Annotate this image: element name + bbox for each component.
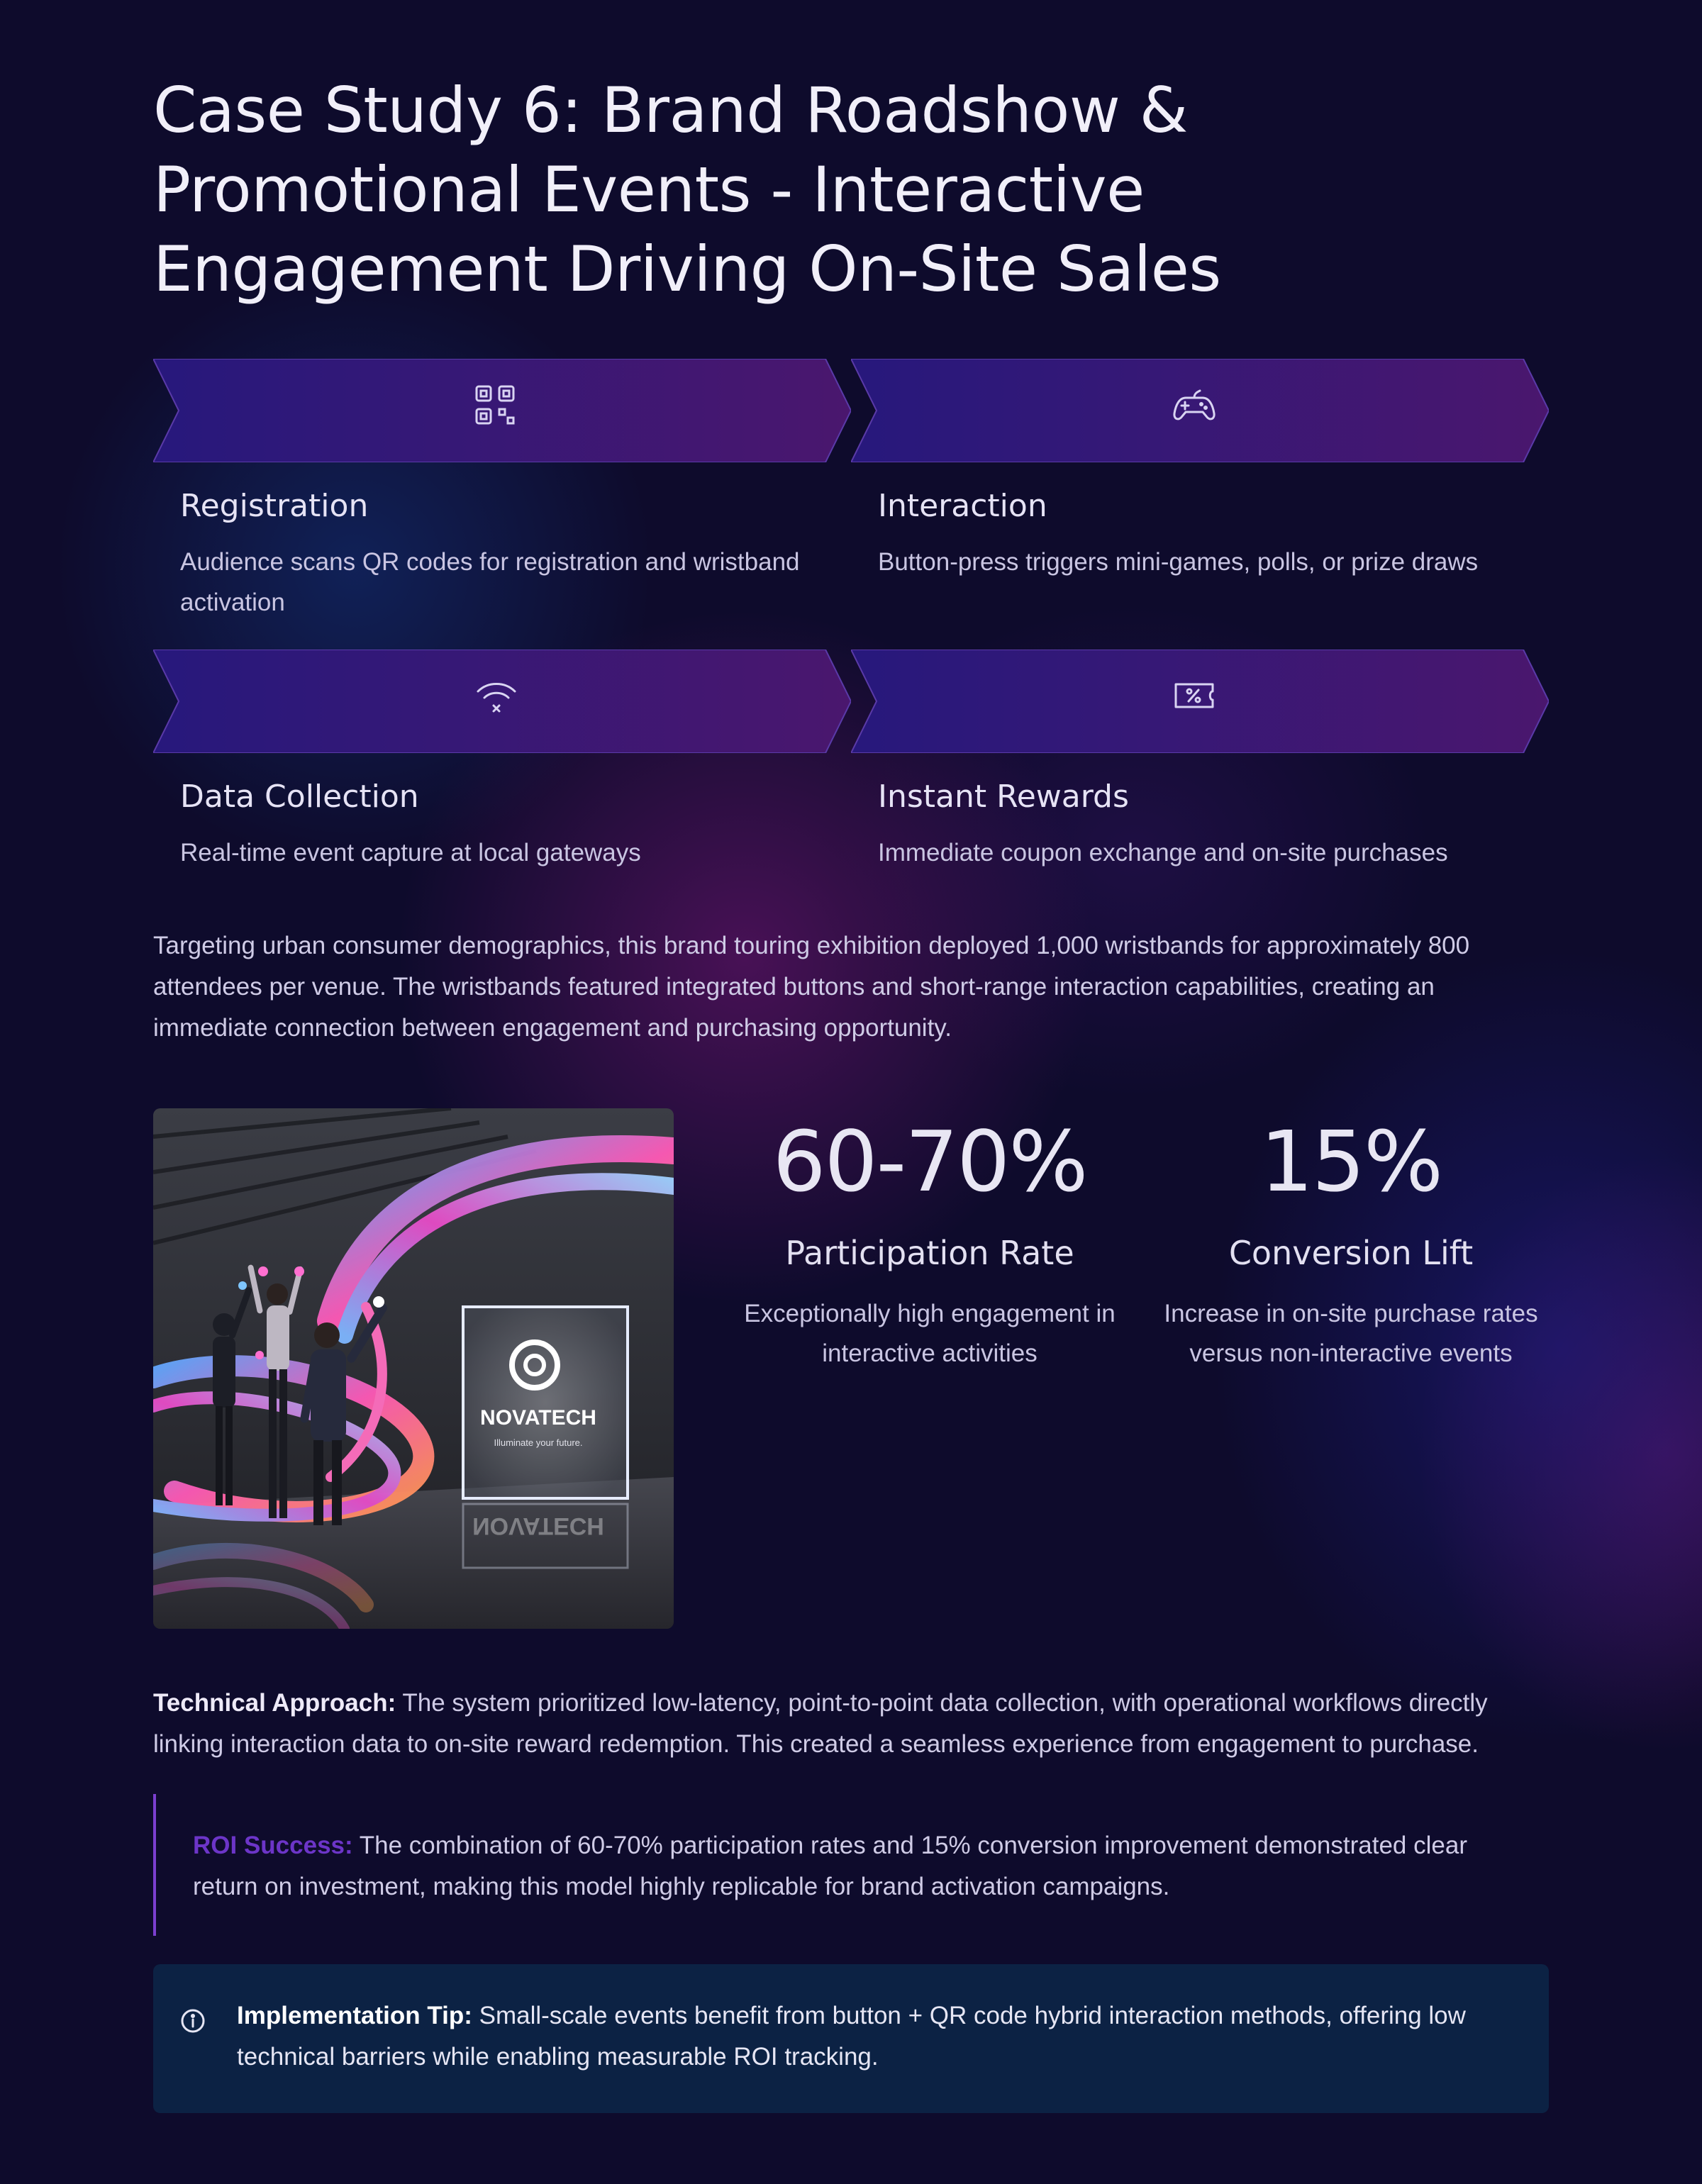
page-title: Case Study 6: Brand Roadshow & Promotion… [153,74,1221,306]
ticket-percent-icon [1172,674,1225,728]
step-description: Immediate coupon exchange and on-site pu… [878,839,1448,867]
step-title: Data Collection [180,779,419,815]
stat-participation-rate: 60-70% Participation Rate Exceptionally … [728,1108,1132,1374]
roi-callout: ROI Success: The combination of 60-70% p… [153,1794,1549,1936]
intro-paragraph: Targeting urban consumer demographics, t… [153,932,1470,1042]
step-title: Interaction [878,488,1047,524]
roi-label: ROI Success: [193,1832,353,1859]
photo-tagline-text: Illuminate your future. [494,1437,582,1448]
step-chevron [851,650,1549,753]
info-icon [180,2005,206,2033]
technical-approach-label: Technical Approach: [153,1689,396,1717]
gamepad-icon [1172,384,1225,438]
stat-value: 15% [1259,1113,1443,1210]
photo-reflection-text: NOVATECH [472,1512,604,1539]
step-description: Button-press triggers mini-games, polls,… [878,548,1479,576]
stat-label: Participation Rate [785,1234,1074,1272]
implementation-tip-box: Implementation Tip: Small-scale events b… [153,1964,1549,2113]
event-photo: NOVATECH Illuminate your future. NOVATEC… [153,1108,674,1629]
technical-approach: Technical Approach: The system prioritiz… [153,1683,1549,1765]
qr-code-icon [474,384,528,438]
stat-description: Increase in on-site purchase rates versu… [1164,1300,1538,1367]
step-chevron [153,359,851,462]
step-title: Instant Rewards [878,779,1129,815]
step-chevron [153,650,851,753]
step-description: Real-time event capture at local gateway… [180,839,641,867]
tip-label: Implementation Tip: [237,2002,472,2029]
roi-text: The combination of 60-70% participation … [193,1832,1467,1900]
step-chevron [851,359,1549,462]
photo-brand-text: NOVATECH [480,1406,596,1430]
tip-text: Small-scale events benefit from button +… [237,2002,1466,2071]
wifi-icon [474,674,528,728]
technical-approach-text: The system prioritized low-latency, poin… [153,1689,1488,1758]
step-description: Audience scans QR codes for registration… [180,548,800,616]
stat-conversion-lift: 15% Conversion Lift Increase in on-site … [1149,1108,1553,1374]
step-title: Registration [180,488,369,524]
stat-value: 60-70% [772,1113,1088,1210]
stat-description: Exceptionally high engagement in interac… [744,1300,1116,1367]
stat-label: Conversion Lift [1228,1234,1474,1272]
